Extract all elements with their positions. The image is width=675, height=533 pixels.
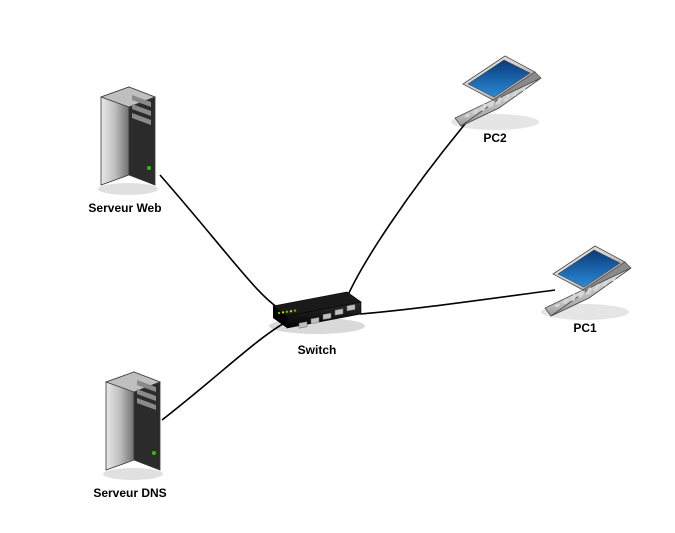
- network-diagram: Switch Serveur Web Serveur DNS PC1 PC2: [0, 0, 675, 533]
- edge-pc2-switch: [345, 118, 470, 302]
- label-serveur_dns: Serveur DNS: [93, 486, 166, 500]
- edges-layer: [160, 118, 555, 420]
- node-pc1: [541, 246, 631, 320]
- label-pc2: PC2: [483, 131, 507, 145]
- label-serveur_web: Serveur Web: [88, 201, 161, 215]
- edge-serveur_web-switch: [160, 175, 285, 312]
- label-switch: Switch: [298, 343, 337, 357]
- node-serveur_web: [98, 87, 158, 195]
- node-pc2: [451, 56, 541, 130]
- edge-serveur_dns-switch: [162, 320, 290, 420]
- label-pc1: PC1: [573, 321, 597, 335]
- nodes-layer: [98, 56, 631, 480]
- edge-pc1-switch: [360, 290, 555, 314]
- node-switch: [269, 292, 365, 334]
- node-serveur_dns: [103, 372, 163, 480]
